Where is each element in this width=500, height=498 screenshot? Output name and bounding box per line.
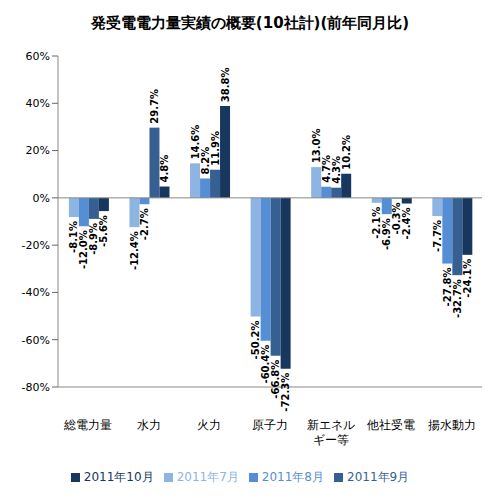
svg-text:-24.1%: -24.1% xyxy=(462,259,473,298)
svg-text:新エネル: 新エネル xyxy=(307,418,355,432)
svg-text:-32.7%: -32.7% xyxy=(451,279,463,318)
svg-text:11.9%: 11.9% xyxy=(210,131,221,166)
svg-text:-8.9%: -8.9% xyxy=(88,222,100,255)
svg-text:-80%: -80% xyxy=(22,381,50,394)
svg-text:-60.4%: -60.4% xyxy=(260,344,272,384)
svg-text:-0.3%: -0.3% xyxy=(391,202,403,235)
svg-text:総電力量: 総電力量 xyxy=(63,418,112,432)
html-text:2011年8月: 2011年8月 xyxy=(261,470,324,484)
svg-text:60%: 60% xyxy=(26,50,50,63)
html-text:2011年7月: 2011年7月 xyxy=(176,470,239,484)
svg-text:-50.2%: -50.2% xyxy=(250,320,262,360)
svg-text:-72.3%: -72.3% xyxy=(280,373,291,412)
svg-text:-2.1%: -2.1% xyxy=(371,206,383,239)
svg-text:40%: 40% xyxy=(26,97,50,110)
svg-text:ギー等: ギー等 xyxy=(313,433,349,447)
svg-text:-60%: -60% xyxy=(22,334,50,347)
svg-text:4.3%: 4.3% xyxy=(330,156,342,184)
svg-text:8.2%: 8.2% xyxy=(199,146,211,175)
svg-text:0%: 0% xyxy=(33,192,50,205)
svg-text:火力: 火力 xyxy=(197,418,221,432)
svg-text:-5.6%: -5.6% xyxy=(98,215,109,247)
svg-text:揚水動力: 揚水動力 xyxy=(428,418,476,432)
svg-text:13.0%: 13.0% xyxy=(310,128,322,164)
svg-text:-40%: -40% xyxy=(22,286,50,299)
svg-text:10.2%: 10.2% xyxy=(341,135,352,170)
svg-text:水力: 水力 xyxy=(137,418,161,432)
svg-text:20%: 20% xyxy=(26,144,50,157)
svg-text:-12.4%: -12.4% xyxy=(129,231,140,270)
svg-text:29.7%: 29.7% xyxy=(149,89,160,124)
svg-text:38.8%: 38.8% xyxy=(220,67,231,102)
svg-text:-2.7%: -2.7% xyxy=(139,208,150,240)
svg-text:-27.8%: -27.8% xyxy=(441,267,453,307)
svg-text:-6.9%: -6.9% xyxy=(381,218,393,251)
svg-text:4.7%: 4.7% xyxy=(320,155,332,183)
svg-text:4.8%: 4.8% xyxy=(159,155,170,183)
svg-text:-7.7%: -7.7% xyxy=(432,220,443,252)
html-text:2011年10月: 2011年10月 xyxy=(83,470,154,484)
svg-text:-8.1%: -8.1% xyxy=(68,221,80,253)
svg-text:-20%: -20% xyxy=(22,239,50,252)
html-text:2011年9月: 2011年9月 xyxy=(347,470,410,484)
html-text:発受電電力量実績の概要(10社計)(前年同月比): 発受電電力量実績の概要(10社計)(前年同月比) xyxy=(90,14,410,32)
svg-text:-12.0%: -12.0% xyxy=(78,230,90,270)
svg-text:-66.8%: -66.8% xyxy=(270,359,282,399)
svg-text:14.6%: 14.6% xyxy=(189,124,201,160)
svg-text:他社受電: 他社受電 xyxy=(367,418,415,432)
svg-text:原子力: 原子力 xyxy=(252,418,288,432)
svg-text:-2.4%: -2.4% xyxy=(401,208,412,240)
